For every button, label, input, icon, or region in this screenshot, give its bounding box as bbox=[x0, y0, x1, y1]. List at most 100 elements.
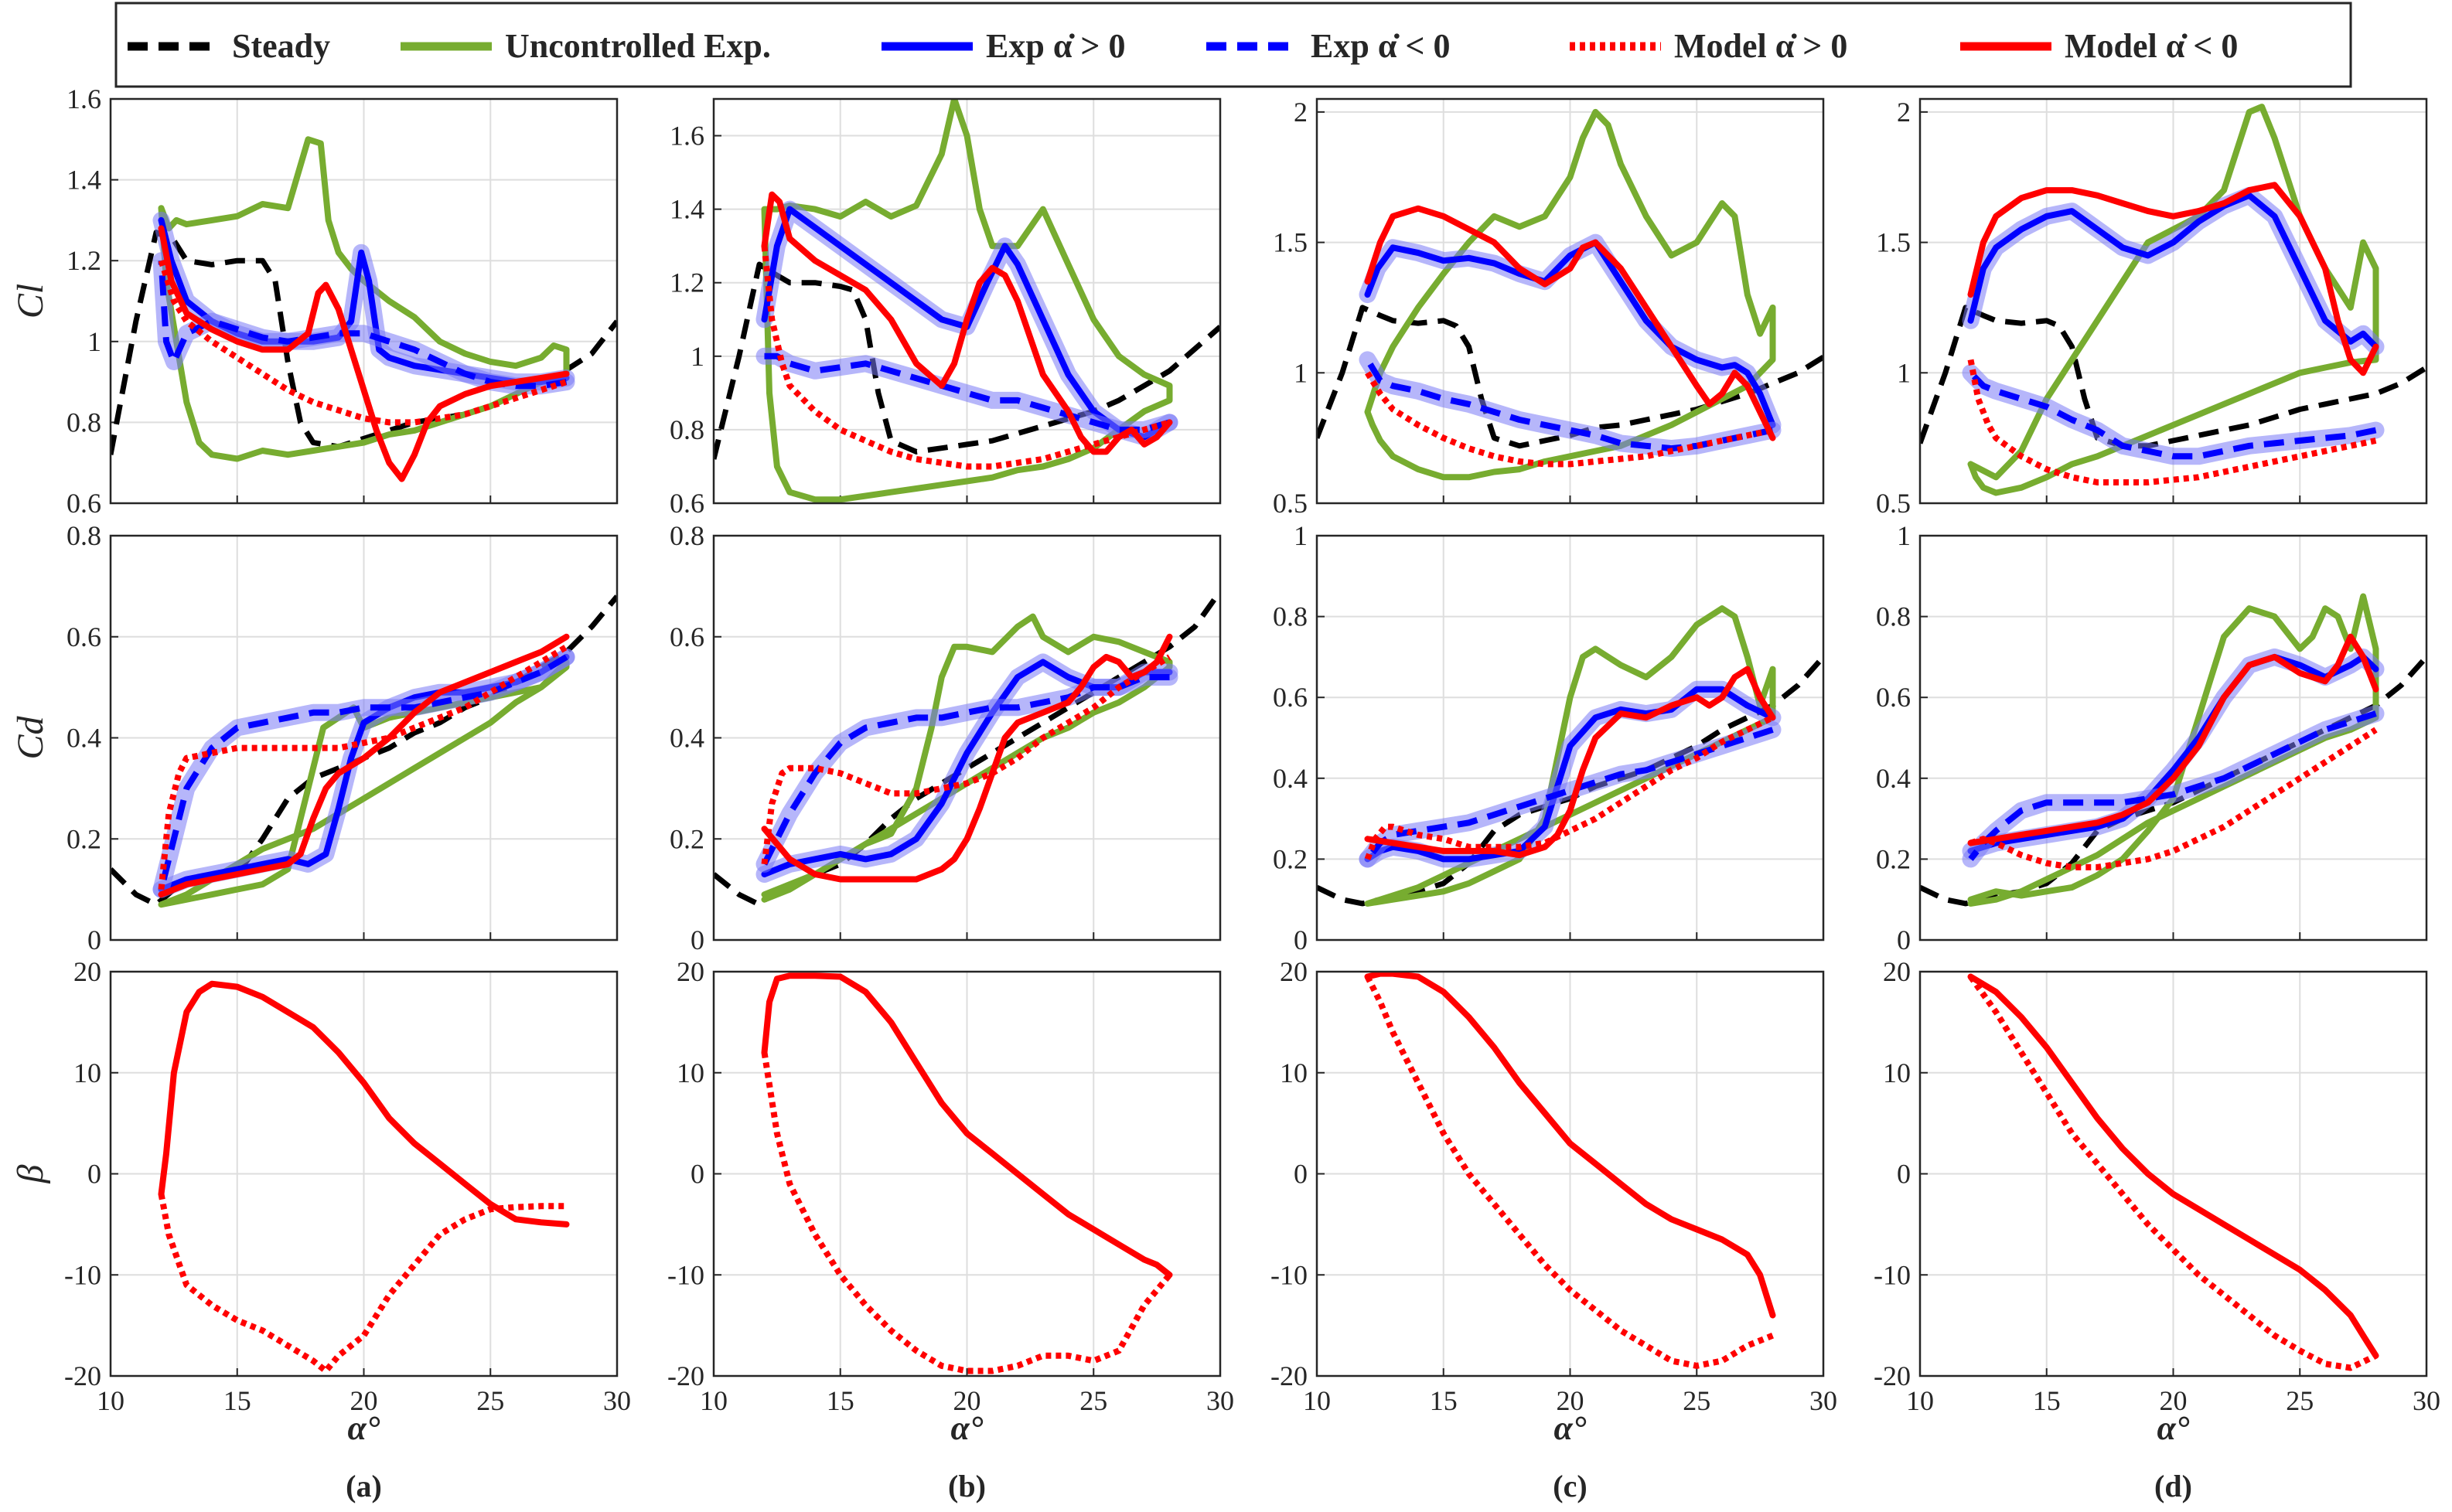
y-tick-label: 0.4 bbox=[1876, 763, 1911, 794]
x-tick-label: 10 bbox=[97, 1385, 124, 1416]
panel-label: (d) bbox=[2154, 1469, 2192, 1503]
axes-box bbox=[1918, 97, 2428, 505]
panel-b-Cl: 0.6 0.8 1 1.2 1.4 1.6 bbox=[670, 97, 1222, 519]
y-tick-label: 1.5 bbox=[1876, 227, 1911, 258]
y-tick-label: 1 bbox=[87, 326, 101, 357]
y-tick-label: 20 bbox=[1883, 956, 1911, 987]
series-model_down bbox=[1967, 973, 2379, 1359]
panel-c-Cd: 0 0.2 0.4 0.6 0.8 1 bbox=[1273, 520, 1825, 955]
y-tick-label: 1.4 bbox=[67, 165, 101, 196]
y-tick-label: 2 bbox=[1294, 97, 1308, 128]
x-tick-label: 20 bbox=[1557, 1385, 1584, 1416]
y-tick-label: 1.6 bbox=[67, 83, 101, 114]
y-tick-label: 0 bbox=[87, 925, 101, 955]
x-tick-label: 20 bbox=[953, 1385, 981, 1416]
y-tick-label: 10 bbox=[1280, 1057, 1308, 1088]
y-axis-label: Cd bbox=[10, 715, 51, 759]
series-model_up bbox=[1967, 359, 2377, 485]
series-group bbox=[714, 99, 1220, 503]
series-model_up bbox=[158, 260, 568, 426]
y-tick-label: 10 bbox=[1883, 1057, 1911, 1088]
y-tick-label: 0 bbox=[1294, 925, 1308, 955]
series-model_down bbox=[158, 225, 570, 482]
y-tick-label: 0 bbox=[691, 925, 704, 955]
x-tick-label: 10 bbox=[1303, 1385, 1331, 1416]
y-tick-label: 20 bbox=[677, 956, 704, 987]
panel-a-beta: 10 15 20 25 30 -20 -10 0 10 20 β α° bbox=[10, 956, 631, 1447]
axes-box bbox=[1918, 534, 2428, 942]
y-tick-label: 0.2 bbox=[1876, 843, 1911, 874]
x-tick-label: 25 bbox=[1683, 1385, 1710, 1416]
x-axis-label: α° bbox=[2157, 1409, 2190, 1447]
axes-box bbox=[1918, 970, 2428, 1377]
panel-label: (b) bbox=[948, 1469, 986, 1503]
y-tick-label: 0.2 bbox=[1273, 843, 1308, 874]
panel-c-Cl: 0.5 1 1.5 2 bbox=[1273, 97, 1825, 519]
panel-label: (a) bbox=[346, 1469, 382, 1503]
legend-label-steady: Steady bbox=[232, 27, 330, 65]
series-model_up bbox=[761, 245, 1171, 470]
x-tick-label: 15 bbox=[827, 1385, 854, 1416]
x-tick-label: 15 bbox=[1430, 1385, 1458, 1416]
legend: Steady Uncontrolled Exp. Exp α̇ > 0 Exp α̇ … bbox=[114, 2, 2352, 88]
legend-label-model_down: Model α̇ < 0 bbox=[2065, 27, 2238, 65]
y-tick-label: 0.4 bbox=[67, 723, 101, 754]
x-tick-label: 15 bbox=[223, 1385, 251, 1416]
panel-b-Cd: 0 0.2 0.4 0.6 0.8 bbox=[670, 520, 1222, 955]
y-tick-label: 20 bbox=[1280, 956, 1308, 987]
series-model_up bbox=[1364, 714, 1775, 860]
series-group bbox=[1920, 104, 2426, 496]
y-tick-label: 0.6 bbox=[670, 621, 704, 652]
x-axis-label: α° bbox=[951, 1409, 984, 1447]
axes-box bbox=[1315, 970, 1825, 1377]
axes-box bbox=[712, 534, 1222, 942]
y-tick-label: -10 bbox=[1270, 1259, 1308, 1290]
y-tick-label: 0.8 bbox=[1273, 601, 1308, 632]
series-model_down bbox=[761, 633, 1173, 883]
x-axis-label: α° bbox=[1554, 1409, 1587, 1447]
y-tick-label: -20 bbox=[667, 1360, 704, 1391]
y-tick-label: 0 bbox=[1897, 1159, 1911, 1190]
series-unc bbox=[1967, 593, 2379, 907]
series-model_down bbox=[1967, 182, 2379, 376]
y-tick-label: -10 bbox=[667, 1259, 704, 1290]
y-tick-label: 0 bbox=[87, 1159, 101, 1190]
y-tick-label: 2 bbox=[1897, 97, 1911, 128]
axes-box bbox=[712, 970, 1222, 1377]
series-model_down bbox=[761, 191, 1173, 455]
series-unc bbox=[761, 613, 1173, 903]
series-unc bbox=[158, 136, 570, 462]
y-tick-label: 1 bbox=[1897, 520, 1911, 551]
y-tick-label: 20 bbox=[73, 956, 101, 987]
y-tick-label: 1 bbox=[691, 341, 704, 372]
series-exp_down bbox=[158, 260, 568, 390]
series-exp_down bbox=[1365, 727, 1774, 861]
y-tick-label: 0.4 bbox=[1273, 763, 1308, 794]
series-exp_up bbox=[1967, 192, 2379, 350]
y-tick-label: -20 bbox=[1270, 1360, 1308, 1391]
x-tick-label: 25 bbox=[2286, 1385, 2314, 1416]
x-tick-label: 20 bbox=[2160, 1385, 2188, 1416]
panel-d-Cl: 0.5 1 1.5 2 bbox=[1876, 97, 2428, 519]
series-model_down bbox=[158, 980, 570, 1228]
y-tick-label: 0.2 bbox=[67, 823, 101, 854]
y-tick-label: 1.4 bbox=[670, 194, 704, 225]
y-tick-label: 0.8 bbox=[67, 407, 101, 438]
axes-box bbox=[712, 97, 1222, 505]
y-tick-label: -20 bbox=[1874, 1360, 1911, 1391]
axes-box bbox=[109, 97, 619, 505]
series-group bbox=[111, 136, 617, 482]
series-exp_down bbox=[764, 352, 1171, 433]
y-tick-label: 0.6 bbox=[67, 621, 101, 652]
y-tick-label: 0.4 bbox=[670, 723, 704, 754]
series-steady bbox=[1920, 305, 2426, 449]
series-group bbox=[158, 980, 570, 1374]
y-axis-label: β bbox=[10, 1164, 51, 1183]
y-tick-label: 0.6 bbox=[1876, 682, 1911, 713]
axes-box bbox=[109, 970, 619, 1377]
series-exp_down bbox=[761, 674, 1170, 866]
